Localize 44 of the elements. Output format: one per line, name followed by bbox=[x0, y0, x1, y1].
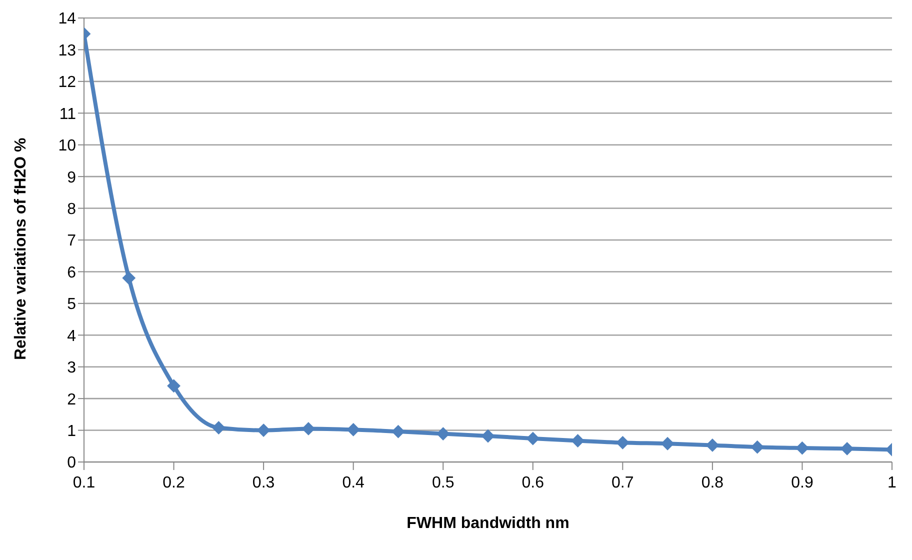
x-tick-label: 0.7 bbox=[612, 474, 634, 492]
y-tick-label: 9 bbox=[67, 169, 76, 186]
y-tick-label: 13 bbox=[58, 42, 76, 60]
x-tick-label: 0.6 bbox=[522, 474, 544, 492]
point bbox=[212, 421, 226, 434]
point bbox=[706, 438, 719, 452]
point bbox=[616, 436, 630, 450]
y-tick-label: 8 bbox=[67, 200, 76, 218]
y-tick-label: 7 bbox=[67, 232, 76, 250]
point bbox=[392, 425, 405, 438]
y-tick-label: 4 bbox=[67, 328, 76, 345]
y-tick-label: 12 bbox=[58, 74, 76, 92]
point bbox=[346, 423, 360, 436]
x-tick-label: 0.8 bbox=[701, 474, 724, 492]
y-tick-label: 5 bbox=[67, 296, 76, 314]
point bbox=[257, 424, 270, 437]
point bbox=[840, 442, 854, 456]
point bbox=[167, 379, 180, 392]
y-tick-label: 10 bbox=[58, 138, 76, 155]
point bbox=[571, 434, 584, 448]
x-tick-label: 0.9 bbox=[791, 474, 814, 492]
y-tick-label: 6 bbox=[67, 264, 76, 282]
x-axis-title: FWHM bandwidth nm bbox=[406, 515, 570, 532]
x-tick-label: 0.3 bbox=[252, 474, 275, 492]
point bbox=[661, 437, 674, 450]
point bbox=[302, 422, 315, 436]
y-tick-label: 1 bbox=[67, 422, 76, 440]
y-tick-label: 0 bbox=[67, 454, 76, 472]
x-tick-label: 0.2 bbox=[162, 474, 185, 492]
y-tick-label: 14 bbox=[58, 10, 76, 28]
y-tick-label: 11 bbox=[59, 106, 76, 123]
point bbox=[436, 427, 450, 440]
point bbox=[122, 272, 136, 285]
x-tick-label: 0.1 bbox=[72, 474, 96, 492]
x-tick-label: 0.5 bbox=[432, 474, 454, 492]
x-tick-label: 1 bbox=[888, 474, 897, 492]
x-tick-label: 0.4 bbox=[342, 474, 365, 492]
point bbox=[750, 440, 764, 454]
y-tick-label: 2 bbox=[67, 391, 76, 408]
point bbox=[526, 432, 540, 446]
y-axis-title: Relative variations of fH2O % bbox=[12, 138, 30, 360]
y-tick-label: 3 bbox=[67, 360, 76, 377]
point bbox=[482, 429, 494, 442]
point bbox=[796, 442, 809, 455]
